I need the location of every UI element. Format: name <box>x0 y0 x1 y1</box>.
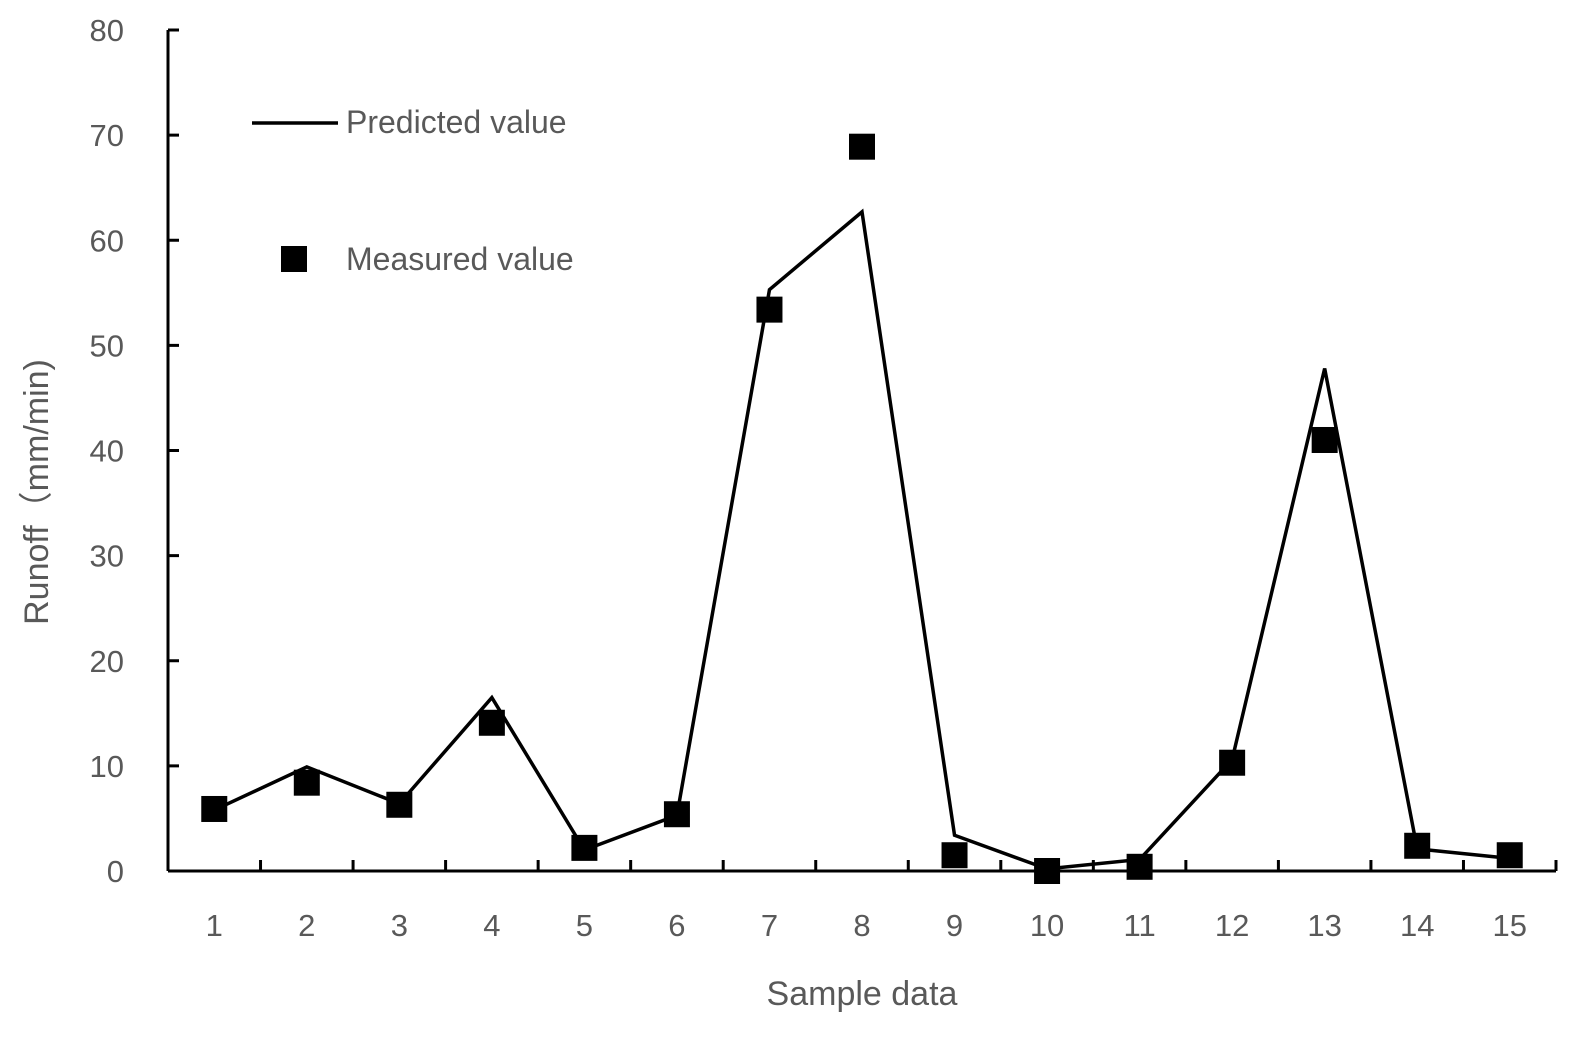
x-tick-label: 3 <box>391 908 408 943</box>
y-tick-label: 30 <box>90 539 124 574</box>
x-tick-label: 8 <box>853 908 870 943</box>
y-tick-label: 60 <box>90 223 124 258</box>
measured-marker <box>1312 427 1338 453</box>
legend: Predicted value Measured value <box>252 104 574 277</box>
x-tick-label: 1 <box>206 908 223 943</box>
measured-marker <box>294 770 320 796</box>
measured-marker <box>1034 858 1060 884</box>
measured-marker <box>849 134 875 160</box>
y-tick-label: 40 <box>90 434 124 469</box>
x-tick-label: 5 <box>576 908 593 943</box>
measured-marker <box>1404 833 1430 859</box>
measured-marker <box>386 792 412 818</box>
measured-marker <box>1497 842 1523 868</box>
predicted-line <box>214 212 1509 869</box>
x-tick-label: 7 <box>761 908 778 943</box>
x-tick-label: 4 <box>483 908 500 943</box>
x-tick-label: 15 <box>1492 908 1526 943</box>
legend-label-predicted: Predicted value <box>346 104 567 140</box>
y-tick-label: 80 <box>90 13 124 48</box>
y-tick-label: 0 <box>107 854 124 889</box>
x-tick-label: 2 <box>298 908 315 943</box>
measured-marker <box>201 796 227 822</box>
x-tick-label: 14 <box>1400 908 1434 943</box>
x-axis-title: Sample data <box>767 975 958 1013</box>
legend-marker-swatch <box>281 246 307 272</box>
legend-label-measured: Measured value <box>346 241 574 277</box>
y-tick-label: 20 <box>90 644 124 679</box>
x-tick-label: 12 <box>1215 908 1249 943</box>
x-tick-label: 10 <box>1030 908 1064 943</box>
y-tick-label: 10 <box>90 749 124 784</box>
measured-marker <box>1219 750 1245 776</box>
measured-marker <box>1127 854 1153 880</box>
measured-marker <box>479 710 505 736</box>
measured-marker <box>756 297 782 323</box>
series-0 <box>214 212 1510 869</box>
y-tick-label: 50 <box>90 328 124 363</box>
y-axis-title: Runoff（mm/min) <box>18 359 56 625</box>
measured-marker <box>571 835 597 861</box>
measured-marker <box>942 842 968 868</box>
x-tick-label: 13 <box>1307 908 1341 943</box>
x-tick-label: 11 <box>1124 908 1156 943</box>
x-tick-label: 6 <box>668 908 685 943</box>
x-tick-label: 9 <box>946 908 963 943</box>
y-tick-label: 70 <box>90 118 124 153</box>
measured-marker <box>664 801 690 827</box>
